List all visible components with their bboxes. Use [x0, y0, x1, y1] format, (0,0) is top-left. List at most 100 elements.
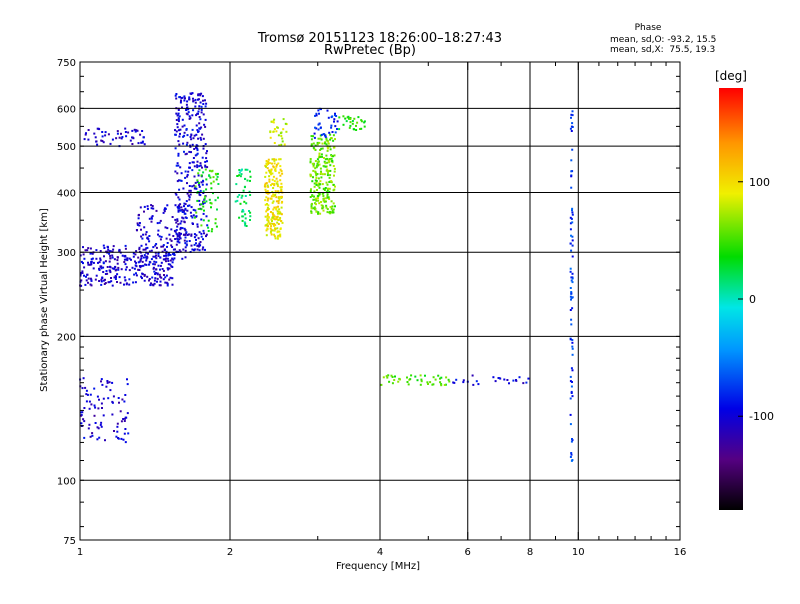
data-point [200, 174, 203, 177]
data-point [174, 170, 177, 173]
data-point [270, 229, 273, 232]
data-point [176, 172, 179, 175]
data-point [273, 158, 276, 161]
data-point [280, 220, 283, 222]
data-point [314, 207, 317, 210]
data-point [159, 256, 162, 259]
data-point [98, 267, 100, 270]
data-point [571, 345, 574, 348]
data-point [165, 254, 167, 257]
data-point [137, 268, 140, 271]
data-point [276, 230, 279, 233]
data-point [100, 378, 103, 381]
data-point [151, 276, 154, 279]
data-point [199, 189, 202, 192]
data-point [191, 248, 194, 251]
data-point [160, 261, 163, 264]
data-point [181, 211, 184, 213]
data-point [90, 258, 93, 261]
data-point [186, 106, 189, 109]
data-point [333, 118, 336, 121]
data-point [193, 187, 196, 190]
data-point [329, 180, 331, 183]
data-point [195, 124, 198, 127]
data-point [177, 109, 180, 111]
data-point [198, 122, 201, 125]
data-point [571, 395, 574, 398]
data-point [275, 200, 278, 203]
data-point [184, 170, 187, 173]
data-point [177, 120, 180, 123]
y-tick-label: 200 [57, 332, 76, 343]
colorbar: 100 0 -100 [719, 88, 774, 510]
data-point [89, 393, 92, 396]
data-point [315, 164, 318, 167]
data-point [315, 172, 317, 175]
data-point [214, 172, 217, 175]
data-point [571, 244, 574, 247]
data-point [140, 255, 143, 258]
data-point [200, 181, 203, 184]
data-point [271, 178, 274, 181]
data-point [155, 257, 158, 260]
data-point [181, 125, 184, 128]
data-point [326, 168, 329, 171]
data-point [452, 381, 455, 384]
data-point [163, 258, 166, 261]
data-point [148, 263, 151, 266]
data-point [177, 140, 180, 143]
data-point [280, 213, 283, 216]
data-point [84, 283, 87, 286]
data-point [327, 170, 330, 173]
data-point [193, 249, 196, 251]
data-point [188, 204, 191, 207]
data-point [420, 380, 423, 383]
data-point [161, 250, 164, 253]
data-point [114, 266, 117, 269]
data-point [97, 407, 100, 410]
data-point [117, 266, 120, 269]
data-point [319, 156, 322, 158]
data-point [83, 274, 85, 277]
data-point [265, 182, 268, 185]
data-point [183, 212, 186, 215]
data-point [571, 439, 574, 442]
data-point [120, 420, 123, 423]
data-point [179, 101, 182, 104]
data-point [386, 376, 389, 379]
data-point [208, 175, 211, 177]
data-point [116, 262, 119, 265]
data-point [431, 383, 434, 386]
data-point [123, 432, 126, 435]
data-point [328, 176, 331, 179]
data-point [193, 233, 196, 236]
data-point [327, 187, 329, 190]
data-point [315, 197, 318, 200]
data-point [197, 110, 200, 113]
data-point [189, 136, 192, 138]
data-point [103, 247, 106, 249]
data-point [197, 208, 200, 210]
data-point [342, 123, 345, 126]
data-point [325, 143, 328, 146]
data-point [150, 220, 153, 223]
x-tick-label: 6 [465, 547, 471, 558]
data-point [167, 263, 170, 266]
data-point [325, 169, 328, 172]
data-point [170, 239, 173, 242]
data-point [492, 376, 495, 379]
data-point [265, 229, 268, 232]
data-point [330, 126, 333, 129]
scatter-points [79, 92, 574, 462]
data-point [181, 96, 184, 99]
data-point [323, 173, 326, 176]
data-point [267, 197, 270, 200]
data-point [127, 432, 130, 435]
data-point [139, 258, 142, 261]
data-point [130, 258, 132, 261]
data-point [198, 185, 201, 188]
data-point [101, 383, 104, 386]
data-point [267, 216, 270, 218]
data-point [322, 195, 325, 197]
